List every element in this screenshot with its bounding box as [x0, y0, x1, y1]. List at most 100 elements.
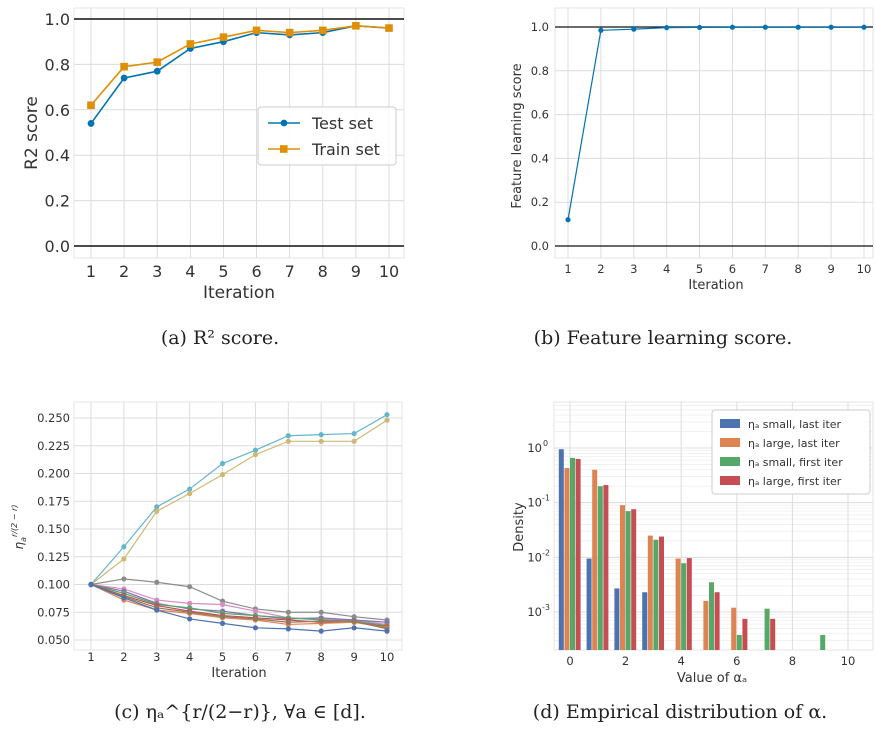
series-marker	[351, 618, 357, 624]
x-tick-label: 9	[350, 650, 357, 664]
y-tick-exponent: -2	[542, 548, 550, 557]
series-line	[567, 26, 864, 220]
bar	[586, 558, 592, 650]
x-tick-label: 6	[733, 654, 740, 668]
plot-frame	[73, 7, 405, 259]
bar	[714, 592, 720, 650]
series-marker	[285, 438, 291, 444]
x-axis-label: Iteration	[203, 283, 275, 303]
bar	[603, 485, 609, 650]
y-tick-label: 0.050	[37, 633, 70, 647]
series-marker	[384, 412, 390, 418]
series-marker	[121, 595, 127, 601]
y-tick-label: 0.150	[37, 522, 70, 536]
x-tick-label: 2	[120, 650, 127, 664]
y-tick-label: 0.6	[531, 108, 549, 122]
series-marker	[186, 40, 195, 48]
series-marker	[318, 618, 324, 624]
x-axis-label: Value of αₐ	[677, 671, 747, 686]
x-tick-label: 3	[152, 262, 162, 281]
plot-frame	[73, 401, 403, 651]
bar	[659, 536, 664, 650]
series-line	[90, 583, 388, 623]
series-marker	[631, 26, 637, 32]
series-marker	[762, 24, 768, 30]
bar	[653, 539, 659, 650]
y-tick-label: 0.8	[531, 64, 549, 78]
y-axis-label: Feature learning score	[510, 63, 525, 208]
x-tick-label: 4	[185, 262, 195, 281]
x-tick-label: 3	[153, 650, 160, 664]
panel-c-eta: 0.050 0.075 0.100 0.125 0.150 0.175 0.200 0.225…	[10, 401, 403, 681]
series-marker	[187, 600, 193, 606]
x-tick-label: 1	[86, 262, 96, 281]
x-tick-label: 6	[729, 262, 736, 276]
y-tick-label: 0.200	[37, 467, 70, 481]
series-marker	[154, 504, 160, 510]
bar	[592, 469, 598, 650]
series-marker	[219, 614, 226, 620]
series-marker	[219, 620, 226, 626]
series-marker	[219, 460, 226, 467]
y-tick-label: 0.100	[37, 578, 70, 592]
series-marker	[87, 120, 95, 127]
y-axis-label: ηar/(2 − r)	[10, 505, 28, 550]
x-tick-label: 8	[789, 654, 796, 668]
caption-c: (c) ηₐ^{r/(2−r)}, ∀a ∈ [d].	[114, 701, 366, 723]
bar	[620, 505, 625, 650]
series-marker	[729, 24, 736, 30]
series-marker	[285, 28, 294, 37]
y-tick-label: 10	[527, 605, 542, 619]
x-tick-label: 2	[597, 262, 604, 276]
bar	[681, 563, 687, 650]
x-tick-label: 5	[219, 650, 226, 664]
bar	[686, 558, 692, 650]
x-tick-label: 2	[622, 654, 629, 668]
x-tick-label: 3	[630, 262, 637, 276]
panel-a-r2-score: 0.0 0.2 0.4 0.6 0.8 1.0 1 2 3 4 5 6 7 8 9 10 Iteration R2…	[22, 7, 405, 303]
series-marker	[861, 24, 867, 30]
x-tick-label: 10	[380, 650, 395, 664]
series-marker	[565, 217, 571, 223]
y-tick-label: 0.6	[45, 101, 70, 120]
x-tick-label: 4	[678, 654, 685, 668]
x-tick-label: 7	[762, 262, 769, 276]
y-tick-label: 0.225	[37, 439, 70, 453]
bar	[642, 592, 648, 650]
bar	[575, 458, 581, 650]
series-marker	[285, 609, 291, 615]
bar	[742, 618, 748, 650]
series-marker	[351, 625, 357, 631]
series-marker	[154, 607, 160, 613]
y-tick-label: 10	[527, 550, 542, 564]
bar	[675, 558, 681, 650]
y-tick-label: 1.0	[45, 10, 70, 29]
series-marker	[153, 58, 162, 66]
bar	[731, 607, 737, 650]
series-marker	[252, 625, 259, 631]
x-tick-label: 8	[318, 262, 328, 281]
y-axis-label: R2 score	[22, 96, 42, 170]
series-marker	[285, 626, 291, 632]
series-marker	[187, 609, 193, 615]
series-line	[90, 25, 390, 106]
series-marker	[318, 26, 327, 35]
series-marker	[154, 508, 160, 514]
series-marker	[318, 609, 324, 615]
series-line	[90, 583, 388, 629]
x-tick-label: 9	[827, 262, 834, 276]
caption-d: (d) Empirical distribution of α.	[533, 701, 827, 723]
legend-label: ηₐ small, first iter	[748, 456, 843, 469]
legend-swatch	[720, 438, 740, 447]
caption-a: (a) R² score.	[161, 327, 279, 349]
series-marker	[351, 438, 357, 444]
y-tick-label: 0.125	[37, 550, 70, 564]
legend-swatch-marker	[280, 145, 288, 153]
y-tick-exponent: -1	[542, 494, 550, 503]
series-marker	[352, 22, 360, 30]
series-marker	[120, 62, 128, 71]
series-marker	[285, 619, 291, 625]
series-marker	[252, 608, 259, 614]
series-line	[90, 578, 388, 621]
series-marker	[219, 472, 226, 478]
